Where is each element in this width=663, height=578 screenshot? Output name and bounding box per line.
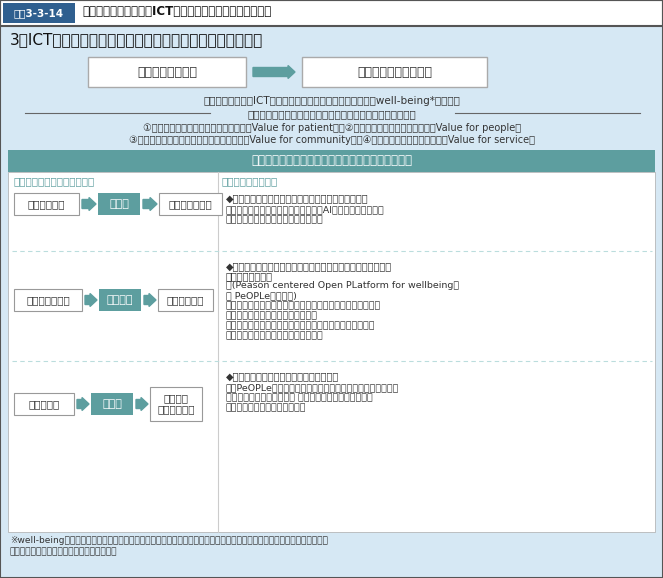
Bar	[8, 150, 655, 172]
Text: ・最新のエビデンスや診療データを、AIを用いてビッグデー: ・最新のエビデンスや診療データを、AIを用いてビッグデー	[226, 205, 385, 214]
Bar	[14, 393, 74, 415]
Text: ひらく: ひらく	[102, 399, 122, 409]
Bar	[14, 193, 79, 215]
FancyArrow shape	[253, 65, 295, 79]
Text: 保健医療分野におけるICT活用推進懇談会　提言（抜粋）: 保健医療分野におけるICT活用推進懇談会 提言（抜粋）	[82, 5, 271, 18]
Text: 集まるデータ: 集まるデータ	[28, 199, 65, 209]
Text: きと活躍し続けることができる状態・社会: きと活躍し続けることができる状態・社会	[10, 547, 117, 556]
Text: 患者・国民の価値主導: 患者・国民の価値主導	[357, 65, 432, 79]
Bar	[150, 387, 202, 421]
Text: ◆データ利活用プラットフォーム（仮称）: ◆データ利活用プラットフォーム（仮称）	[226, 371, 339, 381]
FancyArrow shape	[136, 398, 148, 410]
Text: ・「PeOPLe」（仮称）や目的別データベースから、産官学の: ・「PeOPLe」（仮称）や目的別データベースから、産官学の	[226, 383, 399, 392]
Text: 3．ICTを活用した「次世代型保健医療システム」の考え方: 3．ICTを活用した「次世代型保健医療システム」の考え方	[10, 32, 263, 47]
Text: 医療データを、その人中心に統合: 医療データを、その人中心に統合	[226, 311, 318, 320]
FancyArrow shape	[85, 294, 97, 306]
Bar	[99, 289, 141, 311]
Text: 安全かつ: 安全かつ	[164, 393, 188, 403]
Text: タ分析し、現場の最適な診療を支援: タ分析し、現場の最適な診療を支援	[226, 215, 324, 224]
Text: 図表3-3-14: 図表3-3-14	[14, 8, 64, 18]
Bar	[88, 57, 246, 87]
FancyArrow shape	[82, 198, 96, 210]
Text: たこつぼ化: たこつぼ化	[29, 399, 60, 409]
Text: ※well-being：人々の様々な生き方に対応し、国民が健やかに暮らし、病気・ケガの際には最適な医療が受けられ、いきい: ※well-being：人々の様々な生き方に対応し、国民が健やかに暮らし、病気・…	[10, 536, 328, 545]
Text: つなげる: つなげる	[107, 295, 133, 305]
Text: 価値不在の情報化: 価値不在の情報化	[137, 65, 197, 79]
Text: データの統合: データの統合	[167, 295, 204, 305]
Text: 「３つのパラダイムシフト」と「３つのインフラ」: 「３つのパラダイムシフト」と「３つのインフラ」	[251, 154, 412, 168]
Text: (Peason centered Open PLatform for wellbeing：: (Peason centered Open PLatform for wellb…	[226, 281, 459, 290]
Text: （全ての患者・国民が参加できる）: （全ての患者・国民が参加できる）	[226, 331, 324, 340]
Text: 【３つのインフラ】: 【３つのインフラ】	[222, 176, 278, 186]
Text: ・保健医療専門職に共有され、個人自らも健康管理に活用: ・保健医療専門職に共有され、個人自らも健康管理に活用	[226, 321, 375, 330]
Text: 開かれた利用: 開かれた利用	[157, 404, 195, 414]
Text: 分散したデータ: 分散したデータ	[26, 295, 70, 305]
Text: PeOPLe（仮称）): PeOPLe（仮称）)	[226, 291, 297, 300]
Text: プンな情報基盤: プンな情報基盤	[226, 271, 273, 281]
Text: つくる: つくる	[109, 199, 129, 209]
Text: 生み出すデータ: 生み出すデータ	[168, 199, 212, 209]
Bar	[302, 57, 487, 87]
Bar	[158, 289, 213, 311]
Text: ◆次世代型ヘルスケアマネジメントシステム（仮称）: ◆次世代型ヘルスケアマネジメントシステム（仮称）	[226, 193, 369, 203]
Text: ・個人の健康なときから疾病・介護段階までの基本的な保健: ・個人の健康なときから疾病・介護段階までの基本的な保健	[226, 301, 381, 310]
Text: ◆患者・国民を中心に保健医療情報をどこでも活用できるオー: ◆患者・国民を中心に保健医療情報をどこでも活用できるオー	[226, 261, 392, 271]
Bar	[8, 172, 655, 532]
Text: 多様なニーズに応じて、 保健医療データを目的別に収: 多様なニーズに応じて、 保健医療データを目的別に収	[226, 393, 373, 402]
Text: ①患者本位の最適な保健医療サービス（Value for patient）／②国民全員の主体的な健康維持（Value for people）: ①患者本位の最適な保健医療サービス（Value for patient）／②国民…	[143, 123, 521, 133]
FancyArrow shape	[143, 198, 157, 210]
FancyArrow shape	[144, 294, 156, 306]
FancyArrow shape	[77, 398, 89, 410]
Text: 保健医療分野でのICT活用の「基本理念」：患者・国民の「well-being*」の実現: 保健医療分野でのICT活用の「基本理念」：患者・国民の「well-being*」…	[204, 96, 460, 106]
Bar	[14, 289, 82, 311]
Text: 集・加工（匿名化等）・提供: 集・加工（匿名化等）・提供	[226, 403, 306, 412]
Text: ③持続可能な保健医療提供システムの実現（Value for community）／④医療技術開発と産業の振興（Value for service）: ③持続可能な保健医療提供システムの実現（Value for community）…	[129, 135, 535, 145]
Text: 「基本理念」を達成するために創出すべき「４つの価値軸」: 「基本理念」を達成するために創出すべき「４つの価値軸」	[247, 109, 416, 119]
Bar	[98, 193, 140, 215]
Bar	[0, 0, 663, 26]
Text: 【３つのパラダイムシフト】: 【３つのパラダイムシフト】	[14, 176, 95, 186]
Bar	[91, 393, 133, 415]
Bar	[159, 193, 222, 215]
Bar	[3, 3, 75, 23]
